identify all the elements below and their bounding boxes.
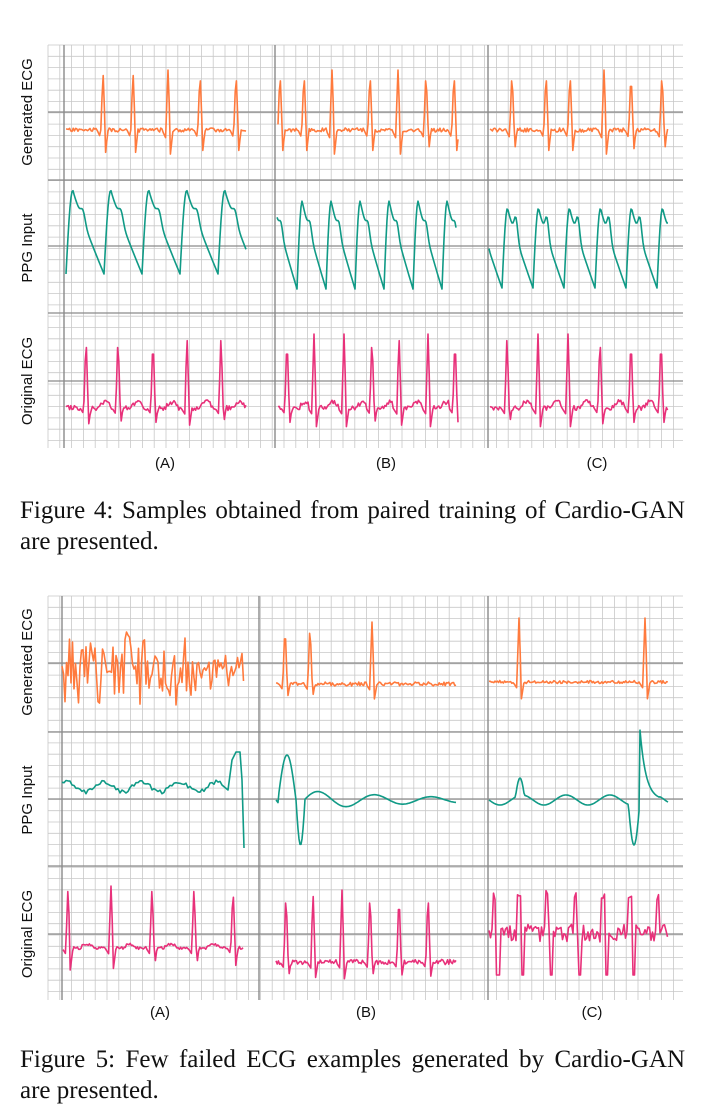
panel-label-b: (B) bbox=[356, 1004, 376, 1021]
original-ecg-trace-b bbox=[277, 333, 459, 428]
ppg-input-trace-a bbox=[65, 189, 247, 275]
row-label-ppg-input: PPG Input bbox=[19, 765, 36, 835]
panel-label-a: (A) bbox=[155, 455, 175, 472]
ppg-input-trace-c bbox=[488, 208, 668, 289]
row-label-generated-ecg: Generated ECG bbox=[19, 608, 36, 716]
ppg-input-trace-c bbox=[488, 729, 669, 846]
original-ecg-trace-a bbox=[65, 339, 247, 426]
ppg-input-trace-a bbox=[61, 751, 245, 849]
panel-label-c: (C) bbox=[587, 455, 608, 472]
row-label-original-ecg: Original ECG bbox=[19, 337, 36, 425]
generated-ecg-trace-c bbox=[489, 69, 669, 155]
generated-ecg-trace-b bbox=[277, 69, 459, 155]
generated-ecg-trace-c bbox=[489, 617, 668, 700]
original-ecg-trace-b bbox=[275, 889, 457, 980]
generated-ecg-trace-a bbox=[65, 69, 247, 155]
generated-ecg-trace-b bbox=[275, 621, 457, 700]
generated-ecg-trace-a bbox=[61, 631, 245, 706]
row-label-original-ecg: Original ECG bbox=[19, 890, 36, 978]
ppg-input-trace-b bbox=[275, 754, 457, 846]
grid bbox=[47, 595, 683, 1000]
panel-label-c: (C) bbox=[582, 1004, 603, 1021]
row-label-ppg-input: PPG Input bbox=[19, 213, 36, 283]
figure-4-caption-text: Figure 4: Samples obtained from paired t… bbox=[20, 497, 685, 555]
original-ecg-trace-a bbox=[62, 885, 244, 971]
ppg-input-trace-b bbox=[276, 200, 457, 290]
panel-label-b: (B) bbox=[376, 455, 396, 472]
figure-4-plot-grid: Generated ECG PPG Input Original ECG (A) (B)… bbox=[19, 44, 683, 472]
figure-4-caption: Figure 4: Samples obtained from paired t… bbox=[20, 495, 685, 557]
figure-5-caption-text: Figure 5: Few failed ECG examples genera… bbox=[20, 1046, 685, 1104]
original-ecg-trace-c bbox=[488, 889, 669, 976]
row-label-generated-ecg: Generated ECG bbox=[19, 58, 36, 166]
panel-label-a: (A) bbox=[150, 1004, 170, 1021]
figure-4: Generated ECG PPG Input Original ECG (A) (B)… bbox=[19, 44, 685, 557]
original-ecg-trace-c bbox=[489, 333, 669, 428]
figure-5-plot-grid: Generated ECG PPG Input Original ECG (A) (B)… bbox=[19, 595, 683, 1021]
figure-5-caption: Figure 5: Few failed ECG examples genera… bbox=[20, 1044, 685, 1106]
